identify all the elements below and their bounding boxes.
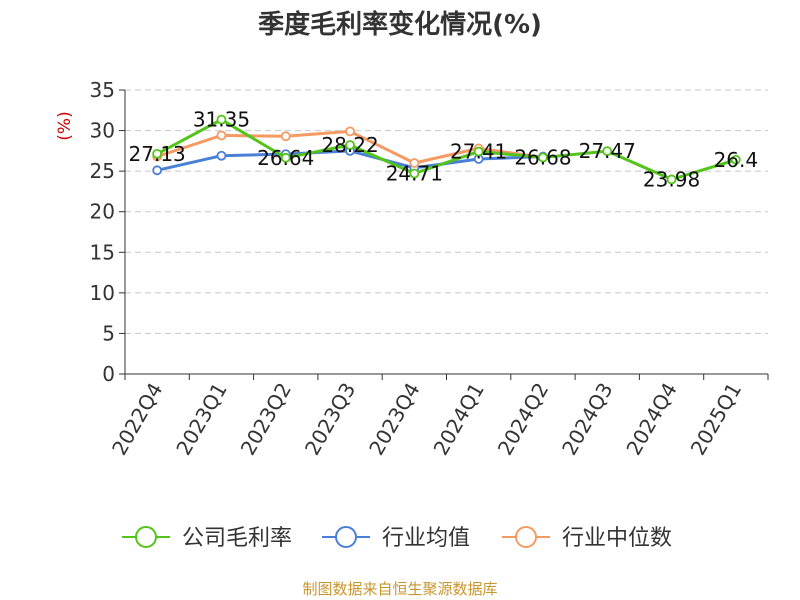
x-tick-label: 2023Q3	[300, 379, 360, 460]
x-tick-label: 2023Q1	[171, 379, 231, 460]
data-point	[152, 148, 163, 159]
x-tick-label: 2022Q4	[107, 379, 167, 460]
data-label: 31.35	[193, 108, 250, 132]
data-point	[345, 126, 355, 137]
data-point	[152, 165, 163, 176]
data-label: 27.13	[129, 142, 186, 166]
x-tick-label: 2024Q3	[557, 379, 617, 460]
x-tick-label: 2024Q4	[621, 379, 681, 460]
data-point	[216, 150, 227, 161]
legend-label: 公司毛利率	[182, 526, 292, 551]
y-tick-label: 15	[90, 240, 115, 264]
data-label: 26.64	[257, 146, 314, 170]
data-point	[280, 152, 291, 163]
legend-marker	[335, 526, 357, 548]
data-point	[409, 168, 420, 179]
y-tick-label: 20	[90, 200, 115, 224]
x-tick-label: 2025Q1	[686, 379, 746, 460]
data-point	[216, 114, 227, 125]
x-tick-label: 2024Q1	[429, 379, 489, 460]
legend: 公司毛利率 行业均值 行业中位数	[122, 526, 672, 551]
data-label: 23.98	[643, 167, 700, 191]
data-point	[538, 152, 548, 163]
y-tick-label: 30	[90, 119, 115, 143]
legend-marker	[515, 526, 537, 548]
legend-label: 行业均值	[382, 526, 470, 551]
data-point	[666, 174, 677, 185]
data-point	[280, 131, 291, 142]
data-point	[473, 146, 484, 157]
y-tick-label: 5	[102, 321, 115, 345]
data-label: 27.47	[579, 139, 636, 163]
data-label: 27.41	[450, 140, 507, 164]
data-point	[345, 140, 355, 150]
y-tick-label: 25	[90, 159, 115, 183]
y-axis-label: (%)	[55, 111, 75, 140]
y-tick-label: 0	[102, 362, 115, 386]
legend-marker	[135, 526, 157, 548]
y-tick-label: 35	[90, 78, 115, 102]
chart-title: 季度毛利率变化情况(%)	[258, 9, 542, 40]
x-tick-label: 2023Q2	[236, 379, 296, 460]
data-point	[730, 154, 741, 165]
data-label: 26.68	[514, 146, 571, 170]
series-line	[156, 118, 737, 181]
data-label: 28.22	[321, 133, 378, 157]
series	[152, 114, 741, 185]
x-tick-label: 2024Q2	[493, 379, 553, 460]
data-label: 24.71	[386, 161, 443, 185]
source-note: 制图数据来自恒生聚源数据库	[302, 580, 497, 598]
data-point	[409, 158, 420, 168]
y-tick-label: 10	[90, 281, 115, 305]
data-labels: 27.13 31.35 26.64 28.22 24.71 27.41 26.68 27.47…	[129, 108, 759, 192]
x-tick-label: 2023Q4	[364, 379, 424, 460]
data-point	[602, 146, 613, 157]
data-label: 26.4	[714, 148, 759, 172]
legend-label: 行业中位数	[562, 526, 672, 551]
data-point	[216, 130, 227, 141]
grid	[125, 89, 768, 334]
